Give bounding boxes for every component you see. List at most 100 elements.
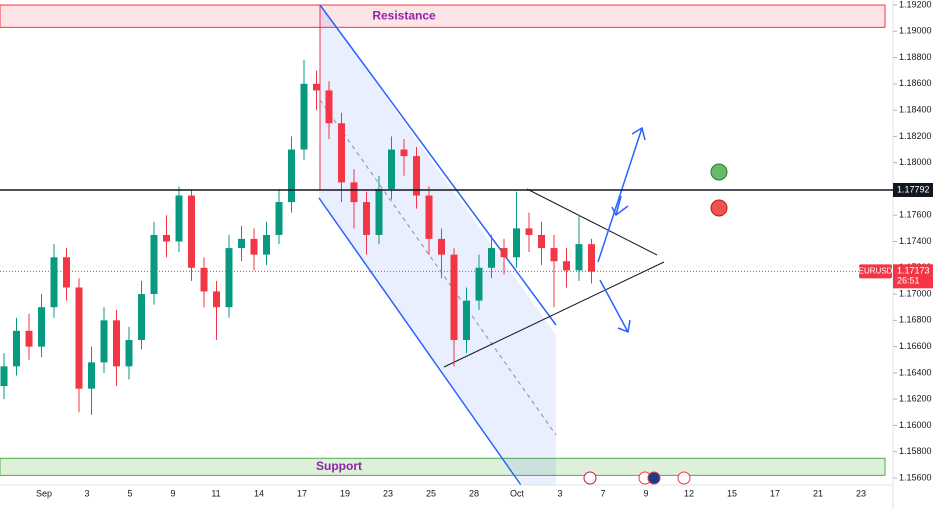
price-label: 1.17173 — [897, 266, 930, 276]
candle-body — [363, 202, 370, 235]
x-tick-label: 23 — [856, 488, 866, 498]
y-tick-label: 1.19000 — [899, 26, 932, 36]
x-tick-label: Sep — [36, 488, 52, 498]
candle-body — [0, 366, 8, 387]
candle-body — [325, 90, 333, 124]
y-tick-label: 1.16800 — [899, 315, 932, 325]
level-tag — [893, 182, 933, 197]
price-tag — [893, 264, 933, 289]
candle-body — [350, 182, 358, 203]
candle-body — [413, 156, 420, 196]
y-tick-label: 1.16000 — [899, 420, 932, 430]
zone-label: Resistance — [372, 8, 436, 22]
x-tick-label: 17 — [297, 488, 307, 498]
candle-body — [175, 195, 183, 242]
candle-body — [488, 248, 495, 268]
x-tick-label: 9 — [170, 488, 175, 498]
candle-body — [588, 244, 595, 272]
green-signal — [710, 163, 728, 181]
candle-body — [25, 330, 33, 347]
y-tick-label: 1.17000 — [899, 288, 932, 298]
x-tick-label: Oct — [510, 488, 525, 498]
candle-body — [150, 234, 158, 295]
candle-body — [213, 291, 220, 308]
candle-body — [425, 195, 433, 239]
candle-body — [550, 248, 558, 262]
candle-body — [338, 123, 345, 183]
x-tick-label: 28 — [469, 488, 479, 498]
candle-body — [75, 287, 83, 389]
y-tick-label: 1.17600 — [899, 210, 932, 220]
x-tick-label: 17 — [770, 488, 780, 498]
x-tick-label: 12 — [684, 488, 694, 498]
x-tick-label: 23 — [383, 488, 393, 498]
y-tick-label: 1.18600 — [899, 78, 932, 88]
candle-body — [38, 307, 45, 347]
y-tick-label: 1.16600 — [899, 341, 932, 351]
candle-body — [50, 257, 58, 308]
y-tick-label: 1.18800 — [899, 52, 932, 62]
triangle-lower — [443, 261, 665, 368]
y-tick-label: 1.15600 — [899, 472, 932, 482]
level-label: 1.17792 — [897, 184, 930, 194]
symbol-label: EURUSD — [859, 266, 893, 275]
candle-body — [225, 248, 233, 308]
zone — [0, 457, 886, 476]
candle-body — [400, 149, 408, 157]
candle-body — [300, 83, 308, 150]
candle-body — [100, 320, 108, 363]
event-icon[interactable] — [647, 471, 661, 485]
arrow-small — [615, 195, 622, 216]
candle-body — [88, 362, 95, 389]
candle-body — [513, 228, 520, 258]
y-tick-label: 1.15800 — [899, 446, 932, 456]
symbol-tag — [859, 264, 892, 279]
candle-body — [188, 195, 195, 268]
candle-body — [438, 238, 445, 255]
candle-body — [450, 254, 458, 341]
arrow-head — [611, 205, 629, 217]
x-tick-label: 3 — [557, 488, 562, 498]
candle-body — [500, 248, 508, 258]
drawings — [318, 4, 728, 486]
candle-body — [125, 340, 133, 367]
event-icon[interactable] — [583, 471, 597, 485]
y-tick-label: 1.16200 — [899, 394, 932, 404]
y-tick-label: 1.17400 — [899, 236, 932, 246]
candle-body — [563, 261, 570, 271]
y-tick-label: 1.18200 — [899, 131, 932, 141]
candle-body — [63, 257, 70, 288]
candle-body — [388, 149, 395, 189]
candle-body — [575, 244, 583, 271]
x-tick-label: 3 — [84, 488, 89, 498]
candle-body — [538, 234, 545, 249]
x-tick-label: 19 — [340, 488, 350, 498]
candle-body — [238, 238, 245, 249]
x-tick-label: 5 — [127, 488, 132, 498]
channel-lower — [318, 197, 522, 486]
x-tick-label: 21 — [813, 488, 823, 498]
arrow-down — [599, 279, 629, 333]
y-tick-label: 1.18000 — [899, 157, 932, 167]
x-tick-label: 25 — [426, 488, 436, 498]
candle-body — [463, 300, 470, 341]
candle-body — [375, 188, 383, 235]
arrow-up — [597, 127, 643, 263]
y-tick-label: 1.19200 — [899, 0, 932, 9]
candle-body — [250, 238, 258, 255]
zones — [0, 4, 886, 476]
arrow-head — [617, 319, 631, 334]
candle-body — [275, 202, 283, 235]
candle-body — [525, 228, 533, 235]
x-tick-label: 11 — [211, 488, 220, 498]
candle-body — [475, 267, 483, 301]
arrow-head — [631, 126, 646, 141]
candle-body — [200, 267, 208, 292]
candle-body — [13, 330, 20, 367]
triangle-upper — [526, 188, 658, 256]
candle-body — [163, 234, 170, 242]
y-tick-label: 1.16400 — [899, 367, 932, 377]
event-icon[interactable] — [677, 471, 691, 485]
